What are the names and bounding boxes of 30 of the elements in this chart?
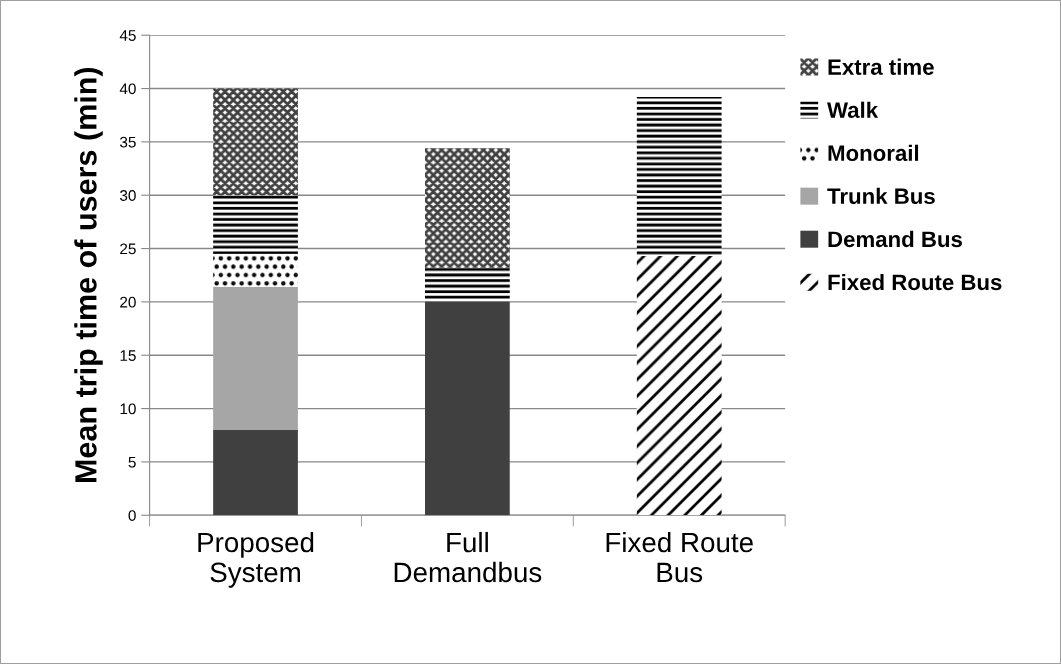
- bar: [425, 267, 510, 302]
- y-axis-title: Mean trip time of users (min): [74, 67, 103, 482]
- bar: [213, 88, 298, 196]
- y-tick-label: 30: [120, 190, 136, 201]
- y-tick-label: 5: [128, 456, 136, 468]
- x-tick-label: Proposed System: [198, 531, 314, 588]
- y-tick-label: 0: [128, 510, 136, 521]
- y-tick-label: 20: [120, 296, 136, 308]
- legend-label: Demand Bus: [828, 230, 962, 248]
- bar: [636, 97, 722, 257]
- bar: [425, 301, 510, 516]
- y-tick-label: 40: [119, 83, 136, 95]
- bar: [213, 429, 298, 516]
- legend-label: Walk: [827, 101, 879, 118]
- bar: [213, 286, 298, 430]
- y-tick-label: 35: [120, 136, 136, 148]
- y-tick-label: 15: [120, 350, 136, 361]
- bar: [213, 195, 298, 254]
- legend-label: Extra time: [828, 58, 934, 75]
- y-tick-label: 45: [119, 30, 136, 41]
- legend-label: Trunk Bus: [827, 187, 935, 205]
- x-tick-label: Fixed Route Bus: [606, 531, 753, 583]
- legend-label: Monorail: [828, 144, 919, 162]
- x-tick-label: Full Demandbus: [394, 531, 542, 583]
- bar: [213, 253, 298, 287]
- y-tick-label: 10: [120, 403, 136, 415]
- bar: [425, 148, 510, 268]
- bar: [636, 256, 722, 516]
- y-tick-label: 25: [120, 243, 136, 255]
- legend-label: Fixed Route Bus: [828, 273, 1002, 291]
